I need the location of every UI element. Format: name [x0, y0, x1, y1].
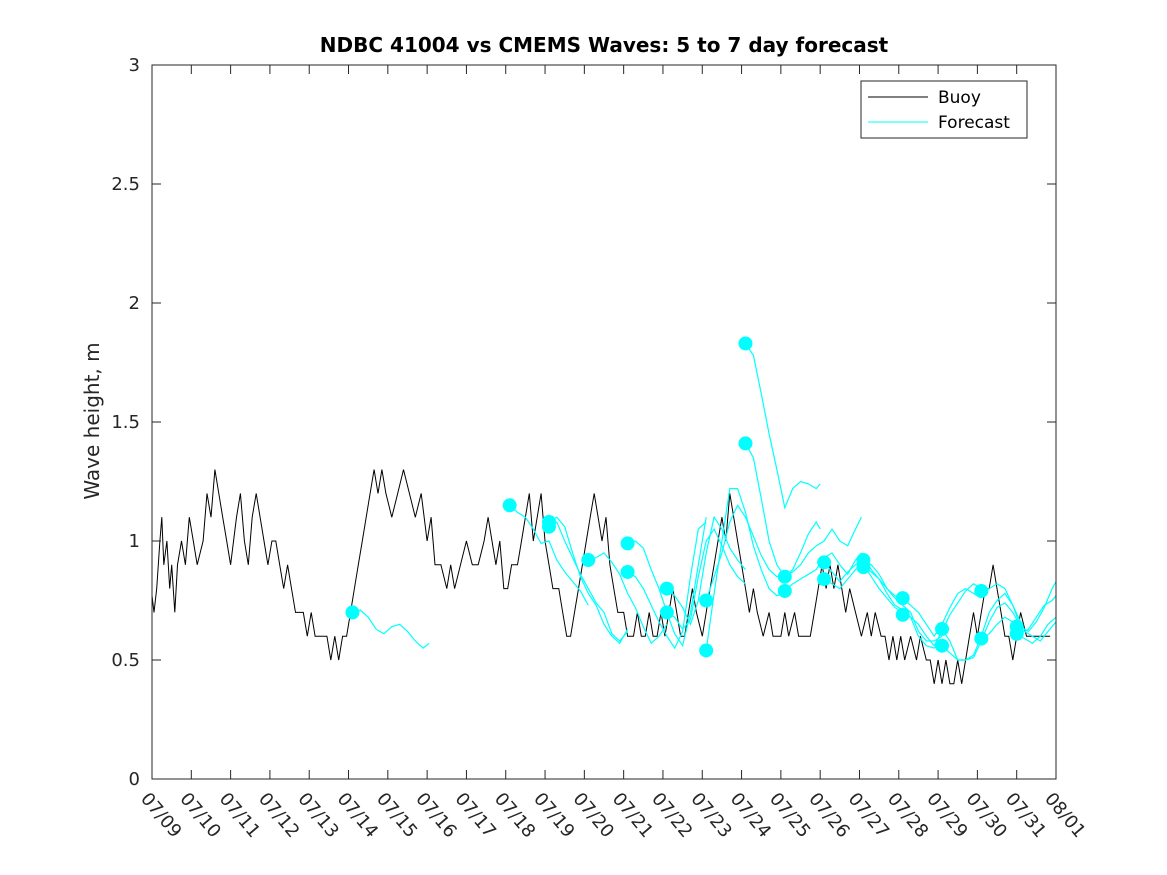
- x-tick-label: 07/22: [647, 789, 696, 842]
- forecast-start-marker: [974, 583, 989, 598]
- forecast-start-marker: [935, 622, 950, 637]
- forecast-run-line: [509, 504, 589, 606]
- forecast-start-marker: [777, 569, 792, 584]
- forecast-start-marker: [935, 638, 950, 653]
- forecast-start-marker: [738, 436, 753, 451]
- y-tick-label: 0: [129, 769, 140, 790]
- x-tick-label: 07/12: [254, 789, 303, 842]
- x-tick-label: 08/01: [1040, 789, 1089, 842]
- x-tick-label: 07/09: [136, 789, 185, 842]
- forecast-start-marker: [699, 643, 714, 658]
- x-tick-label: 07/16: [411, 789, 460, 842]
- x-tick-label: 07/31: [1001, 789, 1050, 842]
- x-tick-label: 07/23: [686, 789, 735, 842]
- forecast-start-marker: [817, 572, 832, 587]
- forecast-start-marker: [895, 607, 910, 622]
- x-tick-label: 07/26: [804, 789, 853, 842]
- forecast-start-marker: [895, 591, 910, 606]
- forecast-run-line: [588, 552, 668, 645]
- x-tick-label: 07/20: [569, 789, 618, 842]
- legend: Buoy Forecast: [860, 80, 1028, 139]
- forecast-run-line: [784, 516, 862, 578]
- plot-area: [151, 64, 1057, 780]
- forecast-run-line: [941, 592, 1022, 661]
- x-tick-label: 07/28: [883, 789, 932, 842]
- x-tick-label: 07/14: [333, 789, 382, 842]
- forecast-start-marker: [777, 583, 792, 598]
- x-tick-label: 07/30: [962, 789, 1011, 842]
- forecast-run-line: [548, 521, 629, 642]
- x-tick-label: 07/24: [726, 789, 775, 842]
- forecast-start-marker: [974, 631, 989, 646]
- y-tick-label: 0.5: [111, 650, 140, 671]
- forecast-start-marker: [659, 581, 674, 596]
- forecast-start-marker: [699, 593, 714, 608]
- forecast-run-line: [548, 516, 629, 645]
- forecast-run-line: [352, 609, 430, 649]
- legend-buoy-label: Buoy: [938, 88, 981, 108]
- forecast-run-line: [745, 343, 821, 510]
- x-tick-label: 07/18: [490, 789, 539, 842]
- forecast-start-marker: [581, 553, 596, 568]
- forecast-start-marker: [541, 519, 556, 534]
- y-tick-label: 2: [129, 293, 140, 314]
- x-tick-label: 07/25: [765, 789, 814, 842]
- y-axis-label: Wave height, m: [80, 342, 104, 499]
- forecast-run-line: [1016, 616, 1056, 645]
- forecast-run-line: [666, 515, 746, 626]
- forecast-start-marker: [738, 336, 753, 351]
- x-tick-label: 07/17: [451, 789, 500, 842]
- forecast-run-line: [705, 488, 785, 651]
- x-tick-label: 07/27: [844, 789, 893, 842]
- forecast-run-line: [666, 527, 746, 631]
- forecast-start-marker: [620, 564, 635, 579]
- forecast-start-marker: [1009, 626, 1024, 641]
- forecast-start-marker: [502, 498, 517, 513]
- x-tick-label: 07/13: [293, 789, 342, 842]
- forecast-run-line: [627, 521, 707, 650]
- x-tick-label: 07/15: [372, 789, 421, 842]
- x-tick-label: 07/29: [922, 789, 971, 842]
- y-tick-label: 2.5: [111, 174, 140, 195]
- x-tick-label: 07/11: [215, 789, 264, 842]
- forecast-start-marker: [345, 605, 360, 620]
- forecast-run-line: [863, 566, 943, 649]
- buoy-series-line: [152, 469, 1051, 685]
- y-tick-label: 1.5: [111, 412, 140, 433]
- legend-box: [860, 80, 1028, 139]
- forecast-start-marker: [817, 555, 832, 570]
- axis-ticks: 00.511.522.5307/0907/1007/1107/1207/1307…: [111, 55, 1089, 842]
- forecast-run-line: [1016, 621, 1056, 642]
- y-tick-label: 1: [129, 531, 140, 552]
- series-layer: [152, 336, 1056, 685]
- x-tick-label: 07/10: [175, 789, 224, 842]
- forecast-start-marker: [856, 560, 871, 575]
- y-tick-label: 3: [129, 55, 140, 76]
- chart-title: NDBC 41004 vs CMEMS Waves: 5 to 7 day fo…: [320, 33, 889, 57]
- x-tick-label: 07/21: [608, 789, 657, 842]
- x-tick-label: 07/19: [529, 789, 578, 842]
- legend-forecast-label: Forecast: [938, 113, 1010, 133]
- forecast-start-marker: [620, 536, 635, 551]
- forecast-run-line: [863, 559, 943, 642]
- forecast-start-marker: [659, 605, 674, 620]
